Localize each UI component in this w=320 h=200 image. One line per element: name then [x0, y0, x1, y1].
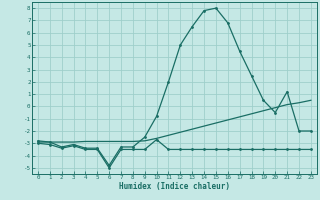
- X-axis label: Humidex (Indice chaleur): Humidex (Indice chaleur): [119, 182, 230, 191]
